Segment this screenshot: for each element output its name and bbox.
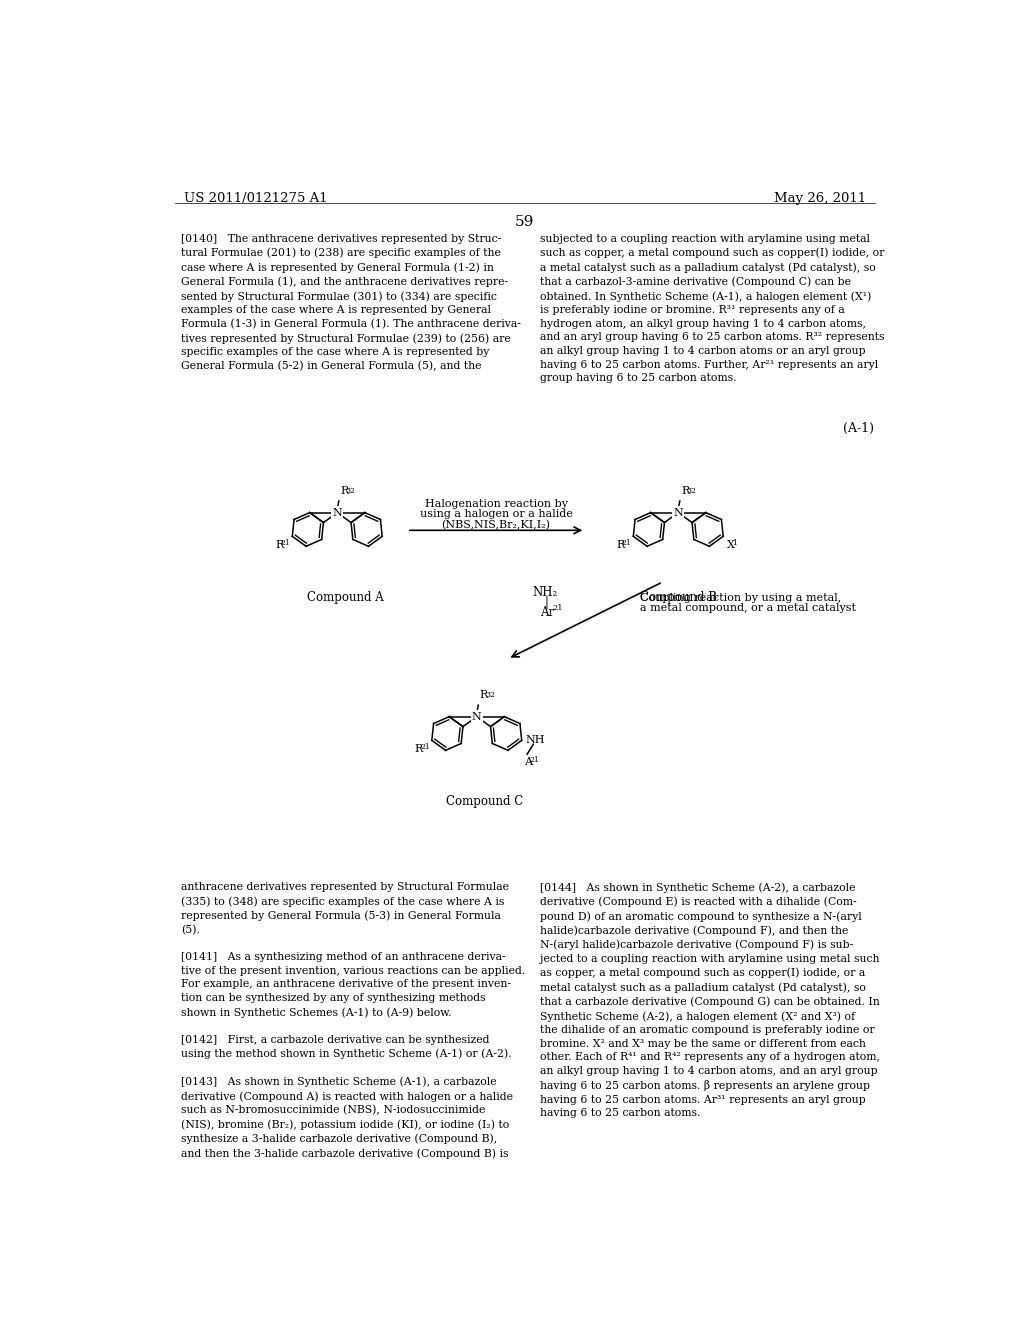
Text: 32: 32: [687, 487, 696, 495]
Text: Compound B: Compound B: [640, 591, 717, 605]
Text: Compound C: Compound C: [445, 795, 523, 808]
Text: R: R: [275, 540, 284, 550]
Text: NH: NH: [525, 735, 545, 746]
Text: [0140]   The anthracene derivatives represented by Struc-
tural Formulae (201) t: [0140] The anthracene derivatives repres…: [180, 234, 520, 371]
Text: R: R: [616, 540, 625, 550]
Text: N: N: [674, 508, 683, 517]
Text: 1: 1: [732, 539, 737, 546]
Text: R: R: [681, 487, 689, 496]
Text: 21: 21: [622, 539, 632, 546]
Text: subjected to a coupling reaction with arylamine using metal
such as copper, a me: subjected to a coupling reaction with ar…: [541, 234, 885, 383]
Text: a metal compound, or a metal catalyst: a metal compound, or a metal catalyst: [640, 603, 855, 614]
Text: R: R: [340, 487, 348, 496]
Text: N: N: [472, 711, 481, 722]
Text: (NBS,NIS,Br₂,KI,I₂): (NBS,NIS,Br₂,KI,I₂): [441, 520, 551, 531]
Text: 59: 59: [515, 215, 535, 230]
Text: R: R: [480, 690, 488, 701]
Text: using a halogen or a halide: using a halogen or a halide: [420, 508, 572, 519]
Text: Coupling reaction by using a metal,: Coupling reaction by using a metal,: [640, 594, 841, 603]
Text: 21: 21: [529, 756, 540, 764]
Text: NH₂: NH₂: [532, 586, 558, 599]
Text: 21: 21: [553, 605, 563, 612]
Text: 32: 32: [485, 690, 496, 700]
Text: May 26, 2011: May 26, 2011: [774, 193, 866, 206]
Text: [0144]   As shown in Synthetic Scheme (A-2), a carbazole
derivative (Compound E): [0144] As shown in Synthetic Scheme (A-2…: [541, 882, 881, 1118]
Text: 21: 21: [420, 743, 430, 751]
Text: N: N: [333, 508, 342, 517]
Text: US 2011/0121275 A1: US 2011/0121275 A1: [183, 193, 328, 206]
Text: Halogenation reaction by: Halogenation reaction by: [425, 499, 567, 508]
Text: R: R: [415, 744, 423, 754]
Text: X: X: [727, 540, 735, 550]
Text: A: A: [524, 758, 532, 767]
Text: Compound A: Compound A: [306, 591, 383, 605]
Text: anthracene derivatives represented by Structural Formulae
(335) to (348) are spe: anthracene derivatives represented by St…: [180, 882, 525, 1159]
Text: (A-1): (A-1): [843, 422, 873, 434]
Text: 32: 32: [346, 487, 355, 495]
Text: 21: 21: [281, 539, 291, 546]
Text: Ar: Ar: [541, 606, 554, 619]
Text: |: |: [545, 595, 549, 609]
